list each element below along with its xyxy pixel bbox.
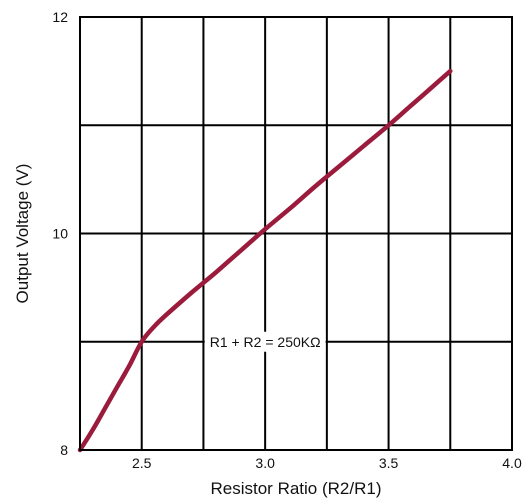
x-tick-label: 2.5	[132, 455, 152, 471]
x-tick-label: 3.5	[379, 455, 399, 471]
plot-frame	[79, 16, 513, 451]
curve-layer	[77, 68, 453, 453]
x-tick-label: 4.0	[502, 455, 522, 471]
y-tick-label: 10	[52, 226, 68, 242]
y-axis-label: Output Voltage (V)	[13, 164, 32, 304]
y-tick-label: 12	[52, 9, 68, 25]
output-voltage-curve	[77, 68, 453, 453]
x-axis-label: Resistor Ratio (R2/R1)	[211, 479, 382, 498]
y-tick-label: 8	[60, 442, 68, 458]
annotation-background	[204, 331, 326, 352]
y-tick-labels: 8 10 12	[52, 9, 68, 458]
grid-lines	[80, 17, 512, 450]
x-tick-label: 3.0	[255, 455, 275, 471]
x-tick-labels: 2.5 3.0 3.5 4.0	[132, 455, 522, 471]
resistance-annotation: R1 + R2 = 250KΩ	[210, 334, 321, 350]
annotation-layer: R1 + R2 = 250KΩ	[204, 331, 326, 352]
